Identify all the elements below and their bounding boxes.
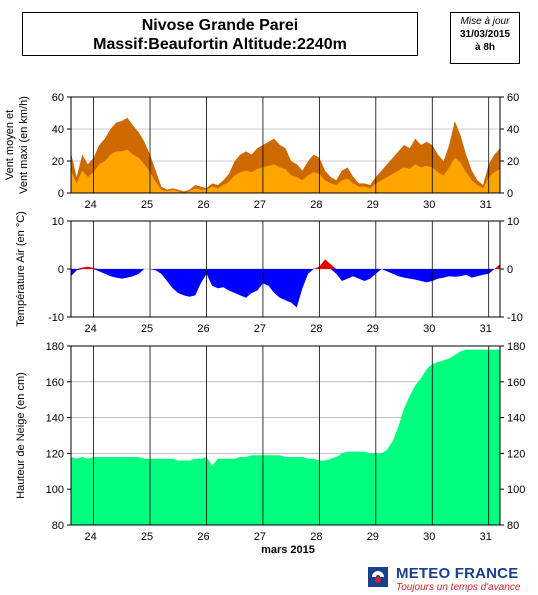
x-tick-label: 27 — [254, 199, 266, 211]
y-tick-label-left: 0 — [58, 264, 64, 276]
x-tick-label: 24 — [84, 199, 96, 211]
update-date: 31/03/2015 — [459, 29, 511, 40]
x-tick-label: 29 — [367, 531, 379, 543]
temperature-negative-area — [71, 269, 500, 308]
y-tick-label-right: 10 — [507, 216, 519, 228]
x-tick-label: 26 — [197, 323, 209, 335]
x-tick-label: 31 — [480, 323, 492, 335]
title-box: Nivose Grande Parei Massif:Beaufortin Al… — [22, 12, 418, 56]
station-subtitle: Massif:Beaufortin Altitude:2240m — [93, 36, 347, 53]
x-tick-label: 27 — [254, 323, 266, 335]
update-time: à 8h — [474, 42, 495, 53]
y-tick-label-left: 0 — [58, 188, 64, 200]
y-tick-label-left: 180 — [46, 341, 64, 353]
x-tick-label: 28 — [310, 531, 322, 543]
x-tick-label: 24 — [84, 531, 96, 543]
y-tick-label-left: -10 — [48, 312, 64, 324]
y-tick-label-right: 120 — [507, 448, 525, 460]
x-tick-label: 30 — [423, 531, 435, 543]
y-tick-label-left: 120 — [46, 448, 64, 460]
x-tick-label: 27 — [254, 531, 266, 543]
meteo-france-logo: METEO FRANCE Toujours un temps d'avance — [368, 565, 538, 593]
y-tick-label-right: 20 — [507, 156, 519, 168]
y-tick-label-right: 60 — [507, 92, 519, 104]
snow-depth-area — [71, 349, 500, 525]
y-tick-label-right: -10 — [507, 312, 523, 324]
y-axis-label: Température Air (en °C) — [15, 211, 27, 327]
x-tick-label: 24 — [84, 323, 96, 335]
x-tick-label: 30 — [423, 323, 435, 335]
x-tick-label: 29 — [367, 199, 379, 211]
x-tick-label: 31 — [480, 531, 492, 543]
y-tick-label-right: 160 — [507, 377, 525, 389]
y-tick-label-left: 80 — [52, 520, 64, 532]
chart-panel-3: 24 25 26 27 28 29 30 31 80 80 100 100 120 120 140 140 16… — [15, 341, 525, 556]
meteo-france-logo-icon — [368, 567, 388, 587]
x-tick-label: 29 — [367, 323, 379, 335]
y-tick-label-right: 100 — [507, 484, 525, 496]
plot-frame — [70, 345, 501, 526]
x-tick-label: 26 — [197, 531, 209, 543]
y-tick-label-left: 100 — [46, 484, 64, 496]
x-tick-label: 26 — [197, 199, 209, 211]
y-tick-label-left: 20 — [52, 156, 64, 168]
y-tick-label-right: 80 — [507, 520, 519, 532]
station-title: Nivose Grande Parei — [141, 17, 299, 34]
y-tick-label-right: 40 — [507, 124, 519, 136]
y-tick-label-right: 180 — [507, 341, 525, 353]
y-tick-label-right: 0 — [507, 188, 513, 200]
y-tick-label-right: 0 — [507, 264, 513, 276]
y-axis-label: Vent maxi (en km/h) — [18, 96, 30, 194]
wind-mean-area — [71, 149, 500, 193]
plot-frame — [70, 96, 501, 194]
update-box: Mise à jour 31/03/2015 à 8h — [450, 12, 520, 64]
y-axis-label: Hauteur de Neige (en cm) — [15, 372, 27, 499]
x-tick-label: 28 — [310, 323, 322, 335]
x-tick-label: 30 — [423, 199, 435, 211]
y-tick-label-left: 160 — [46, 377, 64, 389]
x-tick-label: 25 — [141, 323, 153, 335]
y-tick-label-right: 140 — [507, 413, 525, 425]
temperature-positive-area — [71, 259, 500, 269]
logo-name: METEO FRANCE — [396, 565, 519, 582]
x-tick-label: 25 — [141, 199, 153, 211]
y-tick-label-left: 40 — [52, 124, 64, 136]
y-tick-label-left: 140 — [46, 413, 64, 425]
y-axis-label: Vent moyen et — [4, 110, 16, 180]
chart-panel-2: 24 25 26 27 28 29 30 31 -10 -10 0 0 10 10 Température … — [15, 211, 523, 335]
x-tick-label: 28 — [310, 199, 322, 211]
x-tick-label: 31 — [480, 199, 492, 211]
logo-tagline: Toujours un temps d'avance — [396, 582, 521, 593]
chart-panel-1: 24 25 26 27 28 29 30 31 0 0 20 20 40 40 60 60 Vent moyen… — [4, 92, 519, 211]
y-tick-label-left: 60 — [52, 92, 64, 104]
y-tick-label-left: 10 — [52, 216, 64, 228]
x-axis-label: mars 2015 — [261, 544, 315, 556]
x-tick-label: 25 — [141, 531, 153, 543]
update-label: Mise à jour — [460, 16, 510, 27]
